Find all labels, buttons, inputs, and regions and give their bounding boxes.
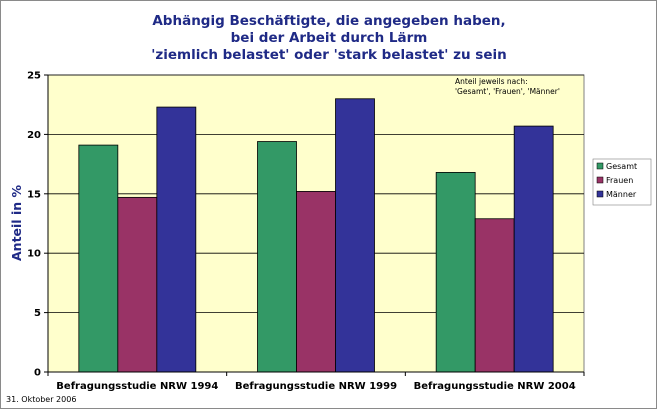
legend-label: Frauen — [606, 176, 633, 185]
bar-m-nner-3 — [513, 125, 554, 373]
bar-frauen-1 — [117, 196, 158, 373]
y-axis-label: Anteil in % — [9, 185, 24, 261]
x-category-label: Befragungsstudie NRW 2004 — [414, 381, 576, 392]
footer-date: 31. Oktober 2006 — [6, 395, 76, 404]
legend-swatch — [596, 176, 604, 184]
legend-swatch — [596, 190, 604, 198]
chart-title-line-2: bei der Arbeit durch Lärm — [231, 30, 428, 46]
axes: 0 5 10 15 20 25 Befragungsstudie NRW 1994 Befra… — [27, 71, 585, 392]
bar-gesamt-2 — [257, 141, 297, 373]
y-tick-label: 10 — [27, 249, 41, 260]
chart-title-line-1: Abhängig Beschäftigte, die angegeben hab… — [152, 13, 505, 29]
y-tick-label: 0 — [34, 368, 41, 379]
legend: Gesamt Frauen Männer — [592, 158, 652, 206]
annotation: Anteil jeweils nach: 'Gesamt', 'Frauen',… — [455, 77, 560, 96]
y-tick-label: 20 — [27, 130, 41, 141]
bar-gesamt-3 — [435, 172, 476, 373]
chart-title: Abhängig Beschäftigte, die angegeben hab… — [151, 13, 507, 63]
y-tick-label: 5 — [34, 308, 41, 319]
bar-group — [78, 98, 554, 373]
chart-title-line-3: 'ziemlich belastet' oder 'stark belastet… — [151, 47, 507, 63]
legend-label: Männer — [606, 190, 637, 199]
annotation-line-2: 'Gesamt', 'Frauen', 'Männer' — [455, 87, 560, 96]
y-tick-label: 15 — [27, 189, 41, 200]
annotation-line-1: Anteil jeweils nach: — [455, 77, 528, 86]
bar-m-nner-2 — [335, 98, 375, 373]
bar-frauen-3 — [474, 218, 515, 373]
bar-gesamt-1 — [78, 144, 119, 373]
legend-label: Gesamt — [606, 162, 637, 171]
x-category-label: Befragungsstudie NRW 1999 — [235, 381, 397, 392]
bar-m-nner-1 — [156, 106, 197, 373]
x-category-label: Befragungsstudie NRW 1994 — [56, 381, 218, 392]
y-tick-label: 25 — [27, 71, 41, 82]
legend-swatch — [596, 162, 604, 170]
bar-frauen-2 — [296, 191, 336, 373]
